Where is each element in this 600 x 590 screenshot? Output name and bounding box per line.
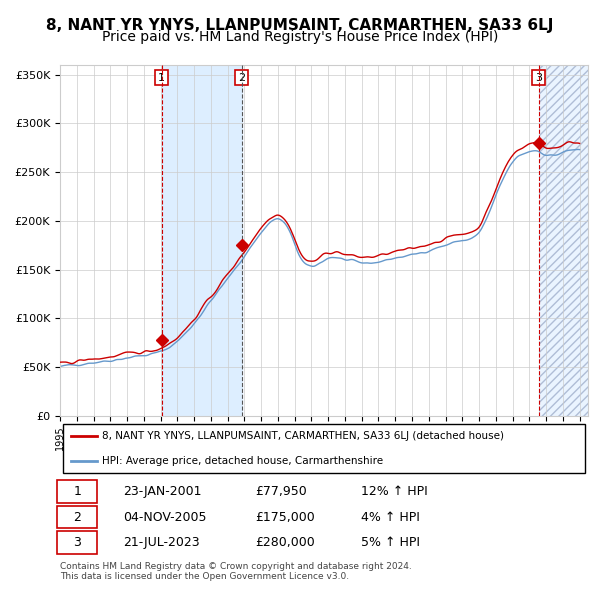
Text: 23-JAN-2001: 23-JAN-2001: [124, 485, 202, 498]
Text: HPI: Average price, detached house, Carmarthenshire: HPI: Average price, detached house, Carm…: [102, 455, 383, 466]
Text: 3: 3: [535, 73, 542, 83]
Text: 2: 2: [73, 510, 82, 523]
Text: Price paid vs. HM Land Registry's House Price Index (HPI): Price paid vs. HM Land Registry's House …: [102, 30, 498, 44]
Text: 8, NANT YR YNYS, LLANPUMSAINT, CARMARTHEN, SA33 6LJ (detached house): 8, NANT YR YNYS, LLANPUMSAINT, CARMARTHE…: [102, 431, 504, 441]
Text: £280,000: £280,000: [256, 536, 315, 549]
Text: 4% ↑ HPI: 4% ↑ HPI: [361, 510, 420, 523]
Text: 3: 3: [73, 536, 82, 549]
FancyBboxPatch shape: [58, 531, 97, 553]
Text: 04-NOV-2005: 04-NOV-2005: [124, 510, 207, 523]
Text: 5% ↑ HPI: 5% ↑ HPI: [361, 536, 420, 549]
Text: £77,950: £77,950: [256, 485, 307, 498]
Text: 8, NANT YR YNYS, LLANPUMSAINT, CARMARTHEN, SA33 6LJ: 8, NANT YR YNYS, LLANPUMSAINT, CARMARTHE…: [46, 18, 554, 32]
Text: 21-JUL-2023: 21-JUL-2023: [124, 536, 200, 549]
FancyBboxPatch shape: [58, 480, 97, 503]
Text: 2: 2: [238, 73, 245, 83]
Bar: [539, 65, 588, 416]
Bar: [161, 65, 242, 416]
Text: 1: 1: [158, 73, 165, 83]
Text: Contains HM Land Registry data © Crown copyright and database right 2024.
This d: Contains HM Land Registry data © Crown c…: [60, 562, 412, 581]
FancyBboxPatch shape: [58, 506, 97, 529]
Text: 12% ↑ HPI: 12% ↑ HPI: [361, 485, 428, 498]
FancyBboxPatch shape: [62, 424, 586, 473]
Text: 1: 1: [73, 485, 82, 498]
Text: £175,000: £175,000: [256, 510, 315, 523]
